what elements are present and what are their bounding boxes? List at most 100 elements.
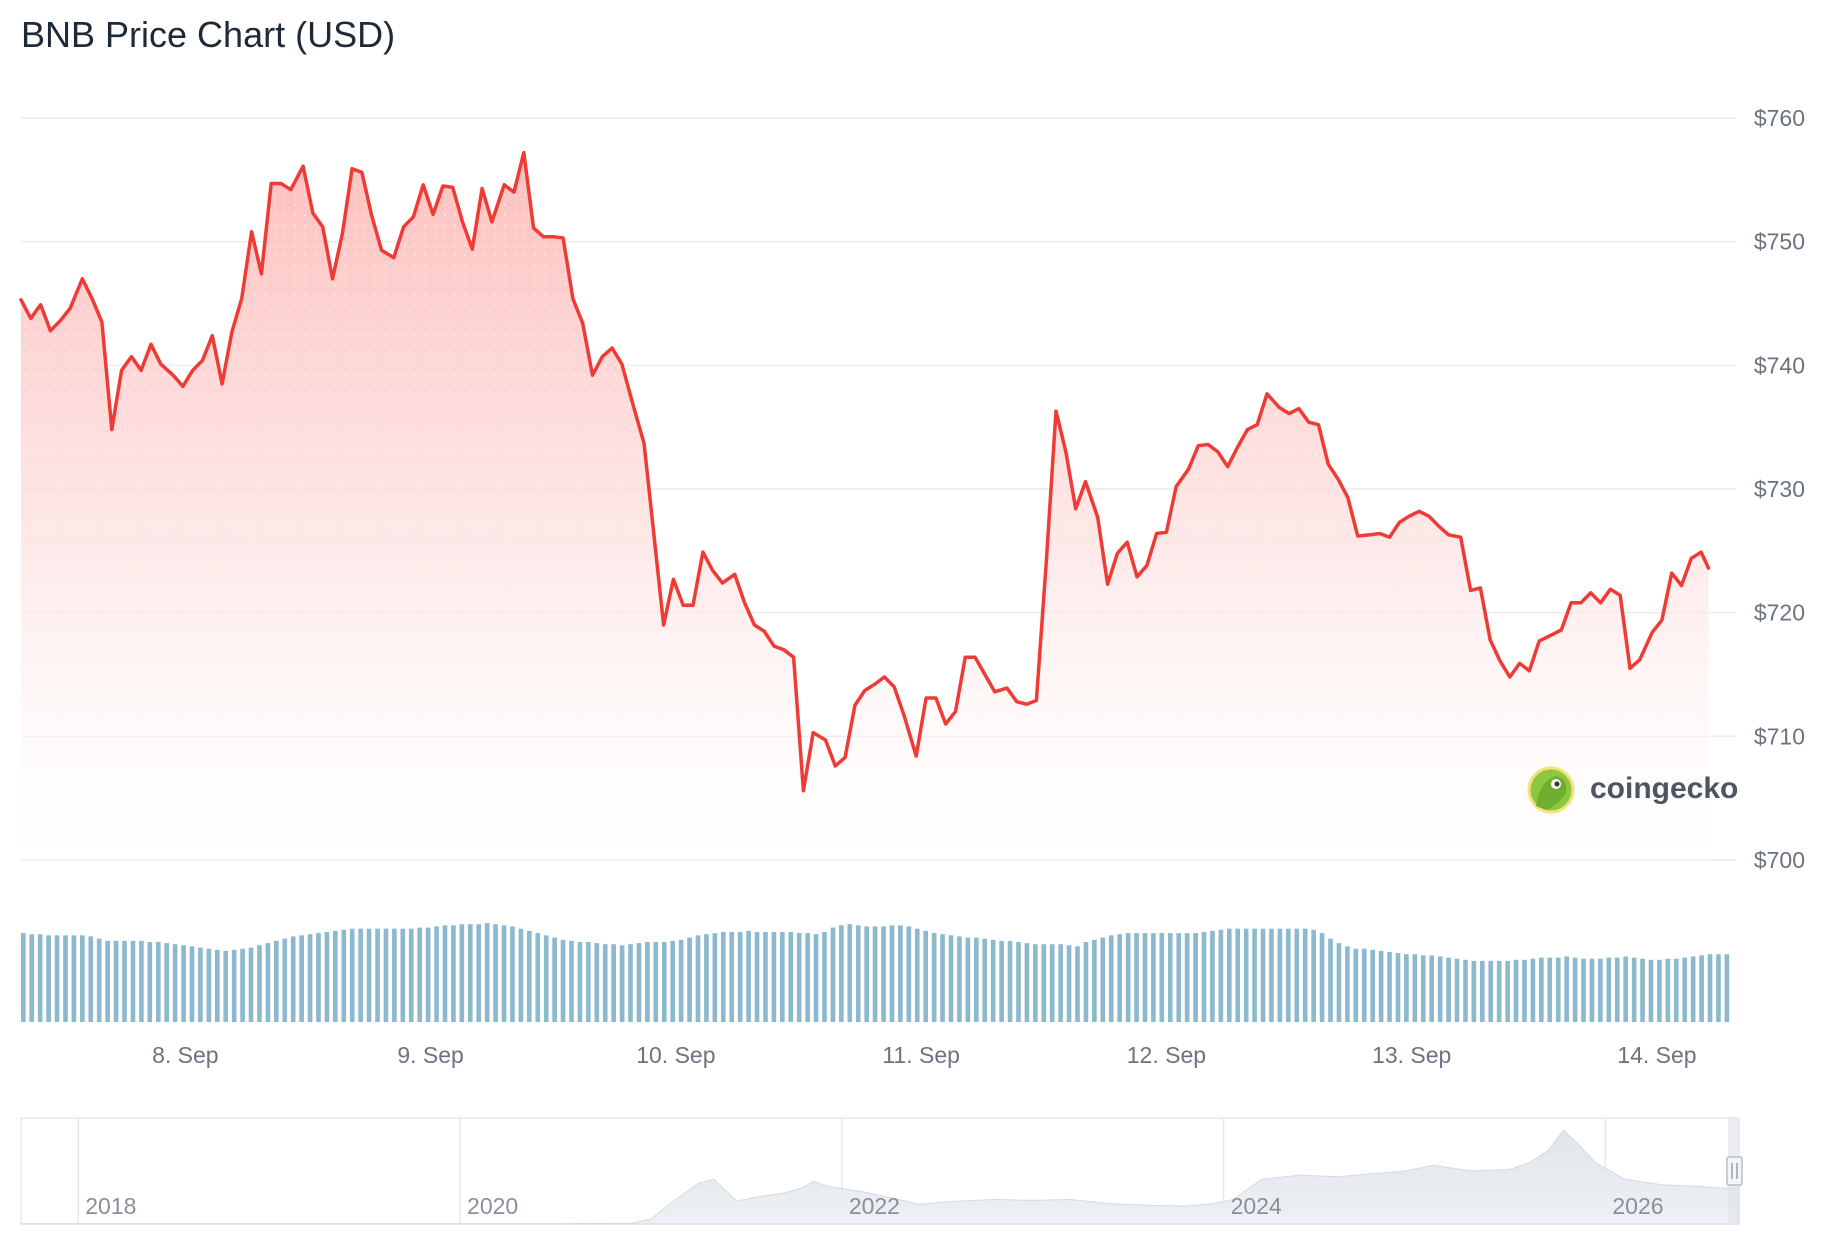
volume-bar[interactable]: [560, 939, 566, 1022]
volume-bar[interactable]: [822, 932, 827, 1022]
volume-bar[interactable]: [493, 924, 498, 1022]
volume-bar[interactable]: [1260, 928, 1266, 1022]
volume-bar[interactable]: [543, 935, 549, 1022]
volume-bar[interactable]: [1682, 957, 1688, 1022]
volume-bar[interactable]: [1092, 939, 1097, 1022]
volume-bar[interactable]: [1024, 943, 1030, 1022]
volume-bar[interactable]: [1437, 956, 1443, 1022]
volume-bar[interactable]: [898, 925, 903, 1022]
volume-bar[interactable]: [164, 943, 170, 1022]
volume-bar[interactable]: [1184, 933, 1190, 1022]
volume-bar[interactable]: [88, 936, 94, 1022]
volume-bar[interactable]: [628, 944, 633, 1022]
volume-bar[interactable]: [1648, 959, 1654, 1022]
volume-bar[interactable]: [1243, 928, 1249, 1022]
volume-bar[interactable]: [569, 940, 574, 1022]
volume-bar[interactable]: [1471, 960, 1477, 1022]
volume-bar[interactable]: [1690, 956, 1696, 1022]
volume-bar[interactable]: [1387, 952, 1392, 1022]
volume-bar[interactable]: [678, 939, 684, 1022]
volume-bar[interactable]: [155, 942, 161, 1022]
volume-bar[interactable]: [1589, 958, 1595, 1022]
volume-bar[interactable]: [712, 933, 718, 1022]
volume-bar[interactable]: [467, 924, 473, 1022]
volume-bar[interactable]: [864, 926, 869, 1022]
volume-bar[interactable]: [577, 942, 583, 1022]
volume-bar[interactable]: [872, 926, 878, 1022]
volume-bar[interactable]: [1066, 945, 1072, 1022]
volume-bar[interactable]: [763, 932, 768, 1022]
volume-bar[interactable]: [37, 934, 43, 1022]
volume-bar[interactable]: [1176, 933, 1182, 1022]
volume-bar[interactable]: [231, 949, 237, 1022]
volume-bar[interactable]: [1218, 929, 1224, 1022]
volume-bar[interactable]: [1336, 943, 1342, 1022]
volume-bar[interactable]: [383, 928, 389, 1022]
volume-bar[interactable]: [1125, 933, 1131, 1022]
volume-bar[interactable]: [1555, 957, 1561, 1022]
volume-bar[interactable]: [780, 932, 785, 1022]
volume-bar[interactable]: [830, 927, 836, 1022]
volume-bar[interactable]: [796, 933, 802, 1022]
volume-bar[interactable]: [510, 926, 515, 1022]
volume-bar[interactable]: [1117, 934, 1122, 1022]
volume-bar[interactable]: [1100, 937, 1106, 1022]
volume-bar[interactable]: [788, 932, 794, 1022]
volume-bar[interactable]: [1302, 928, 1308, 1022]
volume-bar[interactable]: [1286, 928, 1291, 1022]
volume-bar[interactable]: [400, 928, 406, 1022]
volume-bar[interactable]: [1496, 960, 1502, 1022]
volume-bar[interactable]: [1033, 944, 1038, 1022]
volume-bar[interactable]: [1412, 954, 1418, 1022]
volume-bar[interactable]: [914, 928, 920, 1022]
volume-bar[interactable]: [1547, 957, 1553, 1022]
volume-bar[interactable]: [408, 928, 414, 1022]
volume-bar[interactable]: [29, 934, 35, 1022]
volume-bar[interactable]: [274, 940, 279, 1022]
volume-bar[interactable]: [299, 935, 304, 1022]
volume-bar[interactable]: [375, 928, 380, 1022]
volume-bar[interactable]: [1041, 944, 1047, 1022]
volume-bar[interactable]: [1598, 958, 1603, 1022]
volume-bar[interactable]: [46, 935, 51, 1022]
volume-bar[interactable]: [290, 936, 296, 1022]
volume-bar[interactable]: [839, 925, 844, 1022]
volume-bar[interactable]: [1151, 933, 1156, 1022]
volume-bar[interactable]: [923, 930, 929, 1022]
volume-bar[interactable]: [80, 935, 85, 1022]
volume-bar[interactable]: [670, 940, 676, 1022]
volume-bar[interactable]: [729, 932, 735, 1022]
volume-bar[interactable]: [96, 938, 102, 1022]
volume-bar[interactable]: [1353, 948, 1359, 1022]
volume-bar[interactable]: [476, 924, 482, 1022]
volume-bar[interactable]: [1159, 933, 1165, 1022]
volume-bar[interactable]: [1673, 958, 1679, 1022]
volume-bar[interactable]: [206, 948, 212, 1022]
volume-bar[interactable]: [21, 933, 26, 1022]
volume-bar[interactable]: [973, 937, 979, 1022]
volume-bar[interactable]: [1016, 942, 1021, 1022]
volume-bar[interactable]: [1083, 942, 1089, 1022]
volume-bar[interactable]: [1446, 957, 1451, 1022]
volume-bar[interactable]: [1623, 956, 1628, 1022]
volume-bar[interactable]: [1049, 944, 1055, 1022]
volume-bar[interactable]: [130, 940, 136, 1022]
volume-bar[interactable]: [653, 942, 659, 1022]
volume-bar[interactable]: [1108, 935, 1114, 1022]
volume-bar[interactable]: [1134, 933, 1139, 1022]
volume-bar[interactable]: [611, 944, 616, 1022]
navigator[interactable]: 2018 2020 2022 2024 2026: [20, 1117, 1743, 1225]
volume-bar[interactable]: [1724, 954, 1730, 1022]
volume-bar[interactable]: [594, 943, 600, 1022]
volume-bar[interactable]: [746, 930, 751, 1022]
volume-bar[interactable]: [1420, 955, 1426, 1022]
volume-bar[interactable]: [1210, 930, 1215, 1022]
volume-bar[interactable]: [451, 925, 456, 1022]
volume-bar[interactable]: [1361, 948, 1367, 1022]
volume-bar[interactable]: [1716, 954, 1721, 1022]
volume-bar[interactable]: [1522, 959, 1527, 1022]
volume-bar[interactable]: [1707, 954, 1713, 1022]
volume-bar[interactable]: [1193, 933, 1198, 1022]
volume-bar[interactable]: [906, 926, 912, 1022]
